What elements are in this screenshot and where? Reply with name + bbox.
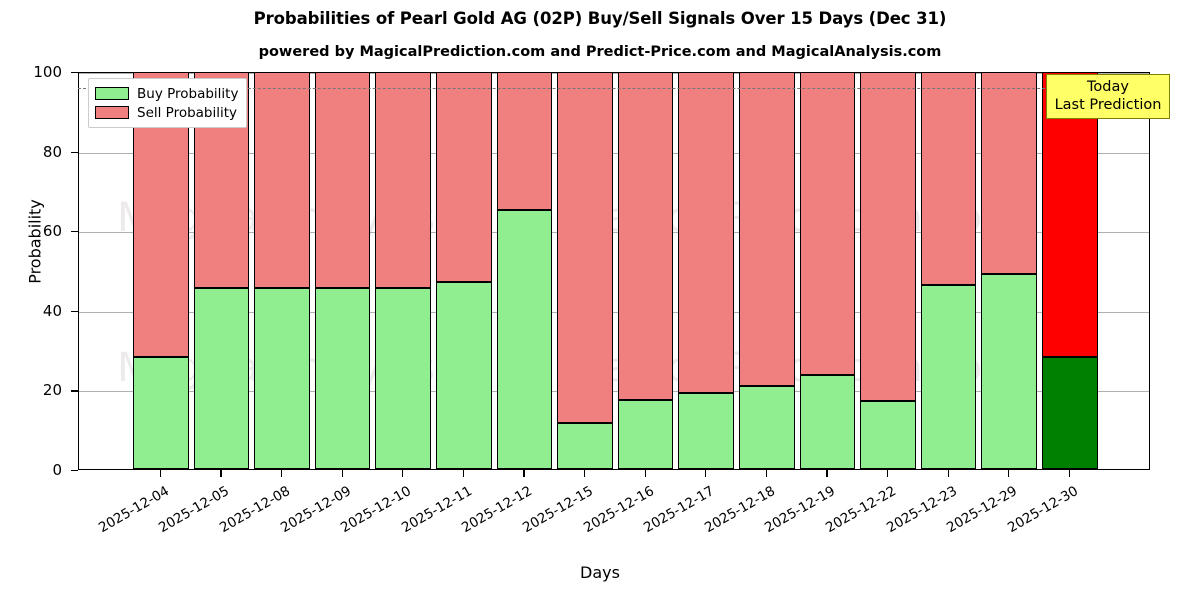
bar-segment-sell[interactable] <box>557 73 613 424</box>
bar-column[interactable] <box>1042 73 1098 469</box>
gridline <box>79 232 1149 234</box>
bar-column[interactable] <box>314 73 371 469</box>
bar-segment-buy[interactable] <box>254 287 310 469</box>
y-axis-label: Probability <box>25 199 45 284</box>
y-tick-label: 20 <box>42 381 62 400</box>
bar-segment-buy[interactable] <box>739 386 795 469</box>
bar-column[interactable] <box>799 73 856 469</box>
bar-segment-buy[interactable] <box>920 284 977 469</box>
y-tick-mark <box>71 470 78 472</box>
x-tick-mark <box>402 470 404 477</box>
y-tick-label: 0 <box>52 461 62 479</box>
bar-column[interactable] <box>860 73 916 469</box>
bar-segment-sell[interactable] <box>617 73 674 400</box>
x-tick-mark <box>341 470 343 477</box>
bar-segment-buy[interactable] <box>314 287 371 469</box>
x-tick-mark <box>1008 470 1010 477</box>
bar-segment-sell[interactable] <box>375 73 431 288</box>
plot-area: MagicalAnalysis.com MagicalPrediction.co… <box>78 72 1150 470</box>
y-tick-label: 100 <box>33 63 62 81</box>
x-tick-mark <box>159 470 162 477</box>
x-tick-mark <box>765 470 768 477</box>
bar-segment-buy[interactable] <box>133 356 189 469</box>
x-tick-mark <box>583 470 586 477</box>
gridline <box>79 73 1149 74</box>
y-tick-label: 40 <box>42 301 62 320</box>
y-tick-mark <box>71 231 78 233</box>
bar-segment-sell[interactable] <box>678 73 734 393</box>
bar-segment-sell[interactable] <box>860 73 916 401</box>
legend-swatch <box>95 106 129 119</box>
bar-column[interactable] <box>557 73 613 469</box>
legend-item[interactable]: Buy Probability <box>95 84 238 103</box>
chart-subtitle: powered by MagicalPrediction.com and Pre… <box>258 44 942 60</box>
bar-segment-buy[interactable] <box>557 423 613 469</box>
x-tick-mark <box>886 470 889 477</box>
bar-segment-buy[interactable] <box>496 209 553 469</box>
today-label-line1: Today <box>1087 79 1129 95</box>
bar-column[interactable] <box>133 73 189 469</box>
bar-segment-buy[interactable] <box>193 287 250 469</box>
gridline <box>79 311 1149 313</box>
legend-item[interactable]: Sell Probability <box>95 103 238 122</box>
bar-column[interactable] <box>981 73 1037 469</box>
x-tick-mark <box>705 470 707 477</box>
bar-segment-sell[interactable] <box>254 73 310 288</box>
bar-segment-buy[interactable] <box>981 273 1037 469</box>
legend-swatch <box>95 87 129 100</box>
bar-column[interactable] <box>678 73 734 469</box>
y-tick-mark <box>71 310 78 313</box>
bar-segment-sell[interactable] <box>496 73 553 210</box>
x-tick-mark <box>462 470 465 477</box>
bar-segment-buy[interactable] <box>375 287 431 469</box>
y-tick-label: 80 <box>42 142 62 161</box>
x-axis-label: Days <box>580 563 620 582</box>
legend-label: Buy Probability <box>137 85 239 102</box>
bar-segment-buy[interactable] <box>799 374 856 469</box>
x-tick-mark <box>826 470 828 477</box>
y-tick-mark <box>71 390 78 392</box>
bar-segment-sell[interactable] <box>436 73 492 283</box>
x-tick-mark <box>280 470 283 477</box>
y-tick-mark <box>71 151 78 153</box>
chart-title: Probabilities of Pearl Gold AG (02P) Buy… <box>253 9 947 28</box>
today-label-line2: Last Prediction <box>1054 97 1162 113</box>
bar-column[interactable] <box>375 73 431 469</box>
x-tick-mark <box>644 470 646 477</box>
bar-column[interactable] <box>193 73 250 469</box>
bar-segment-sell[interactable] <box>1042 73 1098 357</box>
bar-segment-sell[interactable] <box>920 73 977 285</box>
annotation-dashed-line <box>78 88 1150 89</box>
bar-segment-sell[interactable] <box>799 73 856 375</box>
bar-segment-buy[interactable] <box>678 392 734 469</box>
bar-column[interactable] <box>920 73 977 469</box>
legend-label: Sell Probability <box>137 104 238 121</box>
y-tick-mark <box>71 72 78 74</box>
gridline <box>79 391 1149 393</box>
x-tick-mark <box>947 470 949 477</box>
x-tick-mark <box>1068 470 1071 477</box>
bar-segment-buy[interactable] <box>436 282 492 469</box>
legend: Buy Probability Sell Probability <box>88 78 248 128</box>
x-tick-mark <box>523 470 525 477</box>
y-tick-label: 60 <box>42 222 62 241</box>
bar-segment-sell[interactable] <box>314 73 371 288</box>
gridline <box>79 152 1149 154</box>
bar-column[interactable] <box>617 73 674 469</box>
bar-segment-sell[interactable] <box>981 73 1037 274</box>
bar-segment-buy[interactable] <box>860 400 916 469</box>
bar-column[interactable] <box>436 73 492 469</box>
bar-column[interactable] <box>739 73 795 469</box>
bar-column[interactable] <box>496 73 553 469</box>
x-tick-mark <box>220 470 222 477</box>
today-annotation-box: Today Last Prediction <box>1046 74 1170 119</box>
bar-segment-sell[interactable] <box>739 73 795 387</box>
bar-segment-buy[interactable] <box>1042 356 1098 469</box>
bar-column[interactable] <box>254 73 310 469</box>
bar-segment-buy[interactable] <box>617 399 674 469</box>
